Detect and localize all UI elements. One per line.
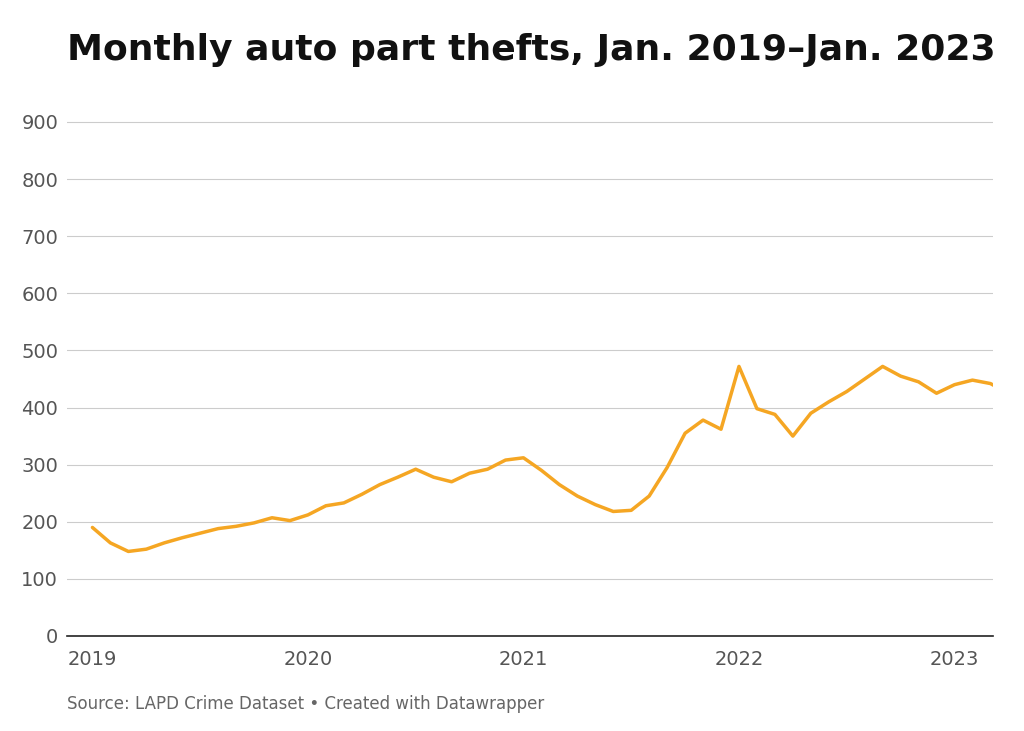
Text: Monthly auto part thefts, Jan. 2019–Jan. 2023: Monthly auto part thefts, Jan. 2019–Jan.… <box>67 33 995 67</box>
Text: Source: LAPD Crime Dataset • Created with Datawrapper: Source: LAPD Crime Dataset • Created wit… <box>67 694 544 713</box>
